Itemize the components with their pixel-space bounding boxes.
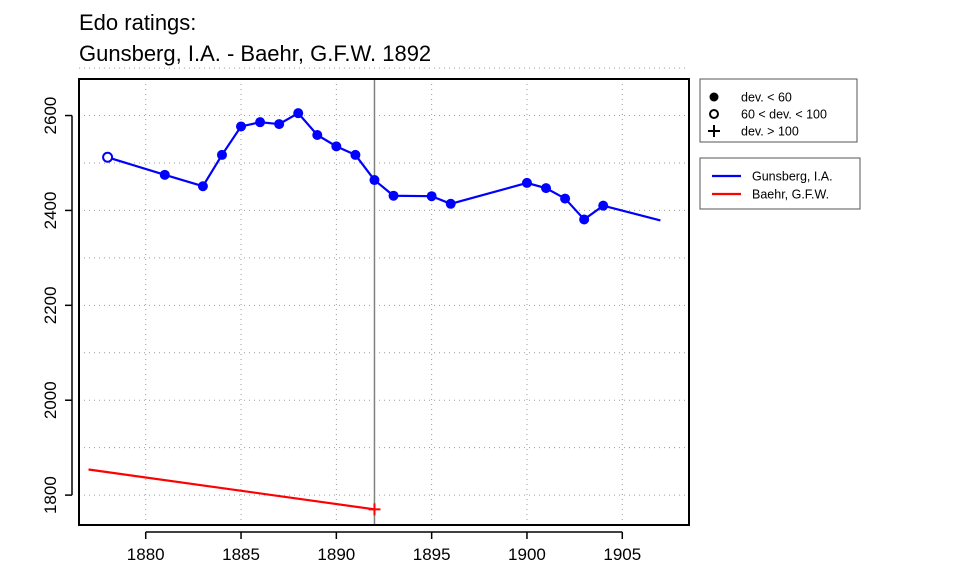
data-point-gunsberg-i-a	[426, 191, 437, 202]
legend-filled-circle-icon	[709, 92, 719, 102]
data-point-gunsberg-i-a	[159, 169, 170, 180]
series-legend: Gunsberg, I.A. Baehr, G.F.W.	[699, 157, 861, 210]
marker-legend-label: dev. > 100	[741, 125, 799, 139]
data-point-gunsberg-i-a	[216, 149, 227, 160]
data-point-gunsberg-i-a	[236, 121, 247, 132]
data-point-gunsberg-i-a	[560, 193, 571, 204]
x-axis: 1880 1885 1890 1895 1900 1905	[127, 531, 641, 564]
series-line-baehr-g-f-w	[88, 468, 375, 511]
x-tick-label: 1880	[127, 545, 165, 564]
series-legend-label: Gunsberg, I.A.	[752, 170, 833, 184]
series-line-gunsberg-i-a	[107, 111, 661, 222]
data-point-gunsberg-i-a	[274, 119, 285, 130]
data-point-gunsberg-i-a	[521, 177, 532, 188]
data-point-gunsberg-i-a	[445, 198, 456, 209]
marker-legend-box	[699, 78, 858, 143]
y-axis: 1800 2000 2200 2400 2600	[41, 97, 73, 514]
x-tick-label: 1885	[222, 545, 260, 564]
x-tick-label: 1905	[603, 545, 641, 564]
data-point-gunsberg-i-a	[293, 108, 304, 119]
y-tick-label: 2400	[41, 192, 60, 230]
marker-legend: dev. < 60 60 < dev. < 100 dev. > 100	[699, 78, 858, 143]
plot-frame	[78, 78, 690, 526]
legend-plus-icon	[708, 125, 720, 137]
y-tick-label: 2600	[41, 97, 60, 135]
marker-legend-label: dev. < 60	[741, 91, 792, 105]
data-point-gunsberg-i-a	[102, 151, 114, 163]
y-tick-label: 2000	[41, 381, 60, 419]
marker-legend-label: 60 < dev. < 100	[741, 108, 827, 122]
data-point-baehr-g-f-w	[368, 503, 381, 516]
data-point-gunsberg-i-a	[255, 117, 266, 128]
data-point-gunsberg-i-a	[598, 200, 609, 211]
data-point-gunsberg-i-a	[350, 149, 361, 160]
series-legend-label: Baehr, G.F.W.	[752, 188, 829, 202]
data-point-gunsberg-i-a	[388, 190, 399, 201]
data-point-gunsberg-i-a	[369, 175, 380, 186]
series-legend-box	[699, 157, 861, 210]
grid-lines	[79, 67, 689, 525]
x-tick-label: 1895	[413, 545, 451, 564]
x-tick-label: 1890	[317, 545, 355, 564]
chart-title-line2: Gunsberg, I.A. - Baehr, G.F.W. 1892	[79, 41, 431, 66]
series-layer	[88, 108, 661, 516]
data-point-gunsberg-i-a	[312, 129, 323, 140]
data-point-gunsberg-i-a	[541, 183, 552, 194]
data-point-gunsberg-i-a	[197, 181, 208, 192]
y-tick-label: 2200	[41, 286, 60, 324]
legend-open-circle-icon	[709, 109, 719, 119]
data-point-gunsberg-i-a	[331, 141, 342, 152]
data-point-gunsberg-i-a	[579, 214, 590, 225]
y-tick-label: 1800	[41, 476, 60, 514]
x-tick-label: 1900	[508, 545, 546, 564]
chart-title-line1: Edo ratings:	[79, 10, 196, 35]
